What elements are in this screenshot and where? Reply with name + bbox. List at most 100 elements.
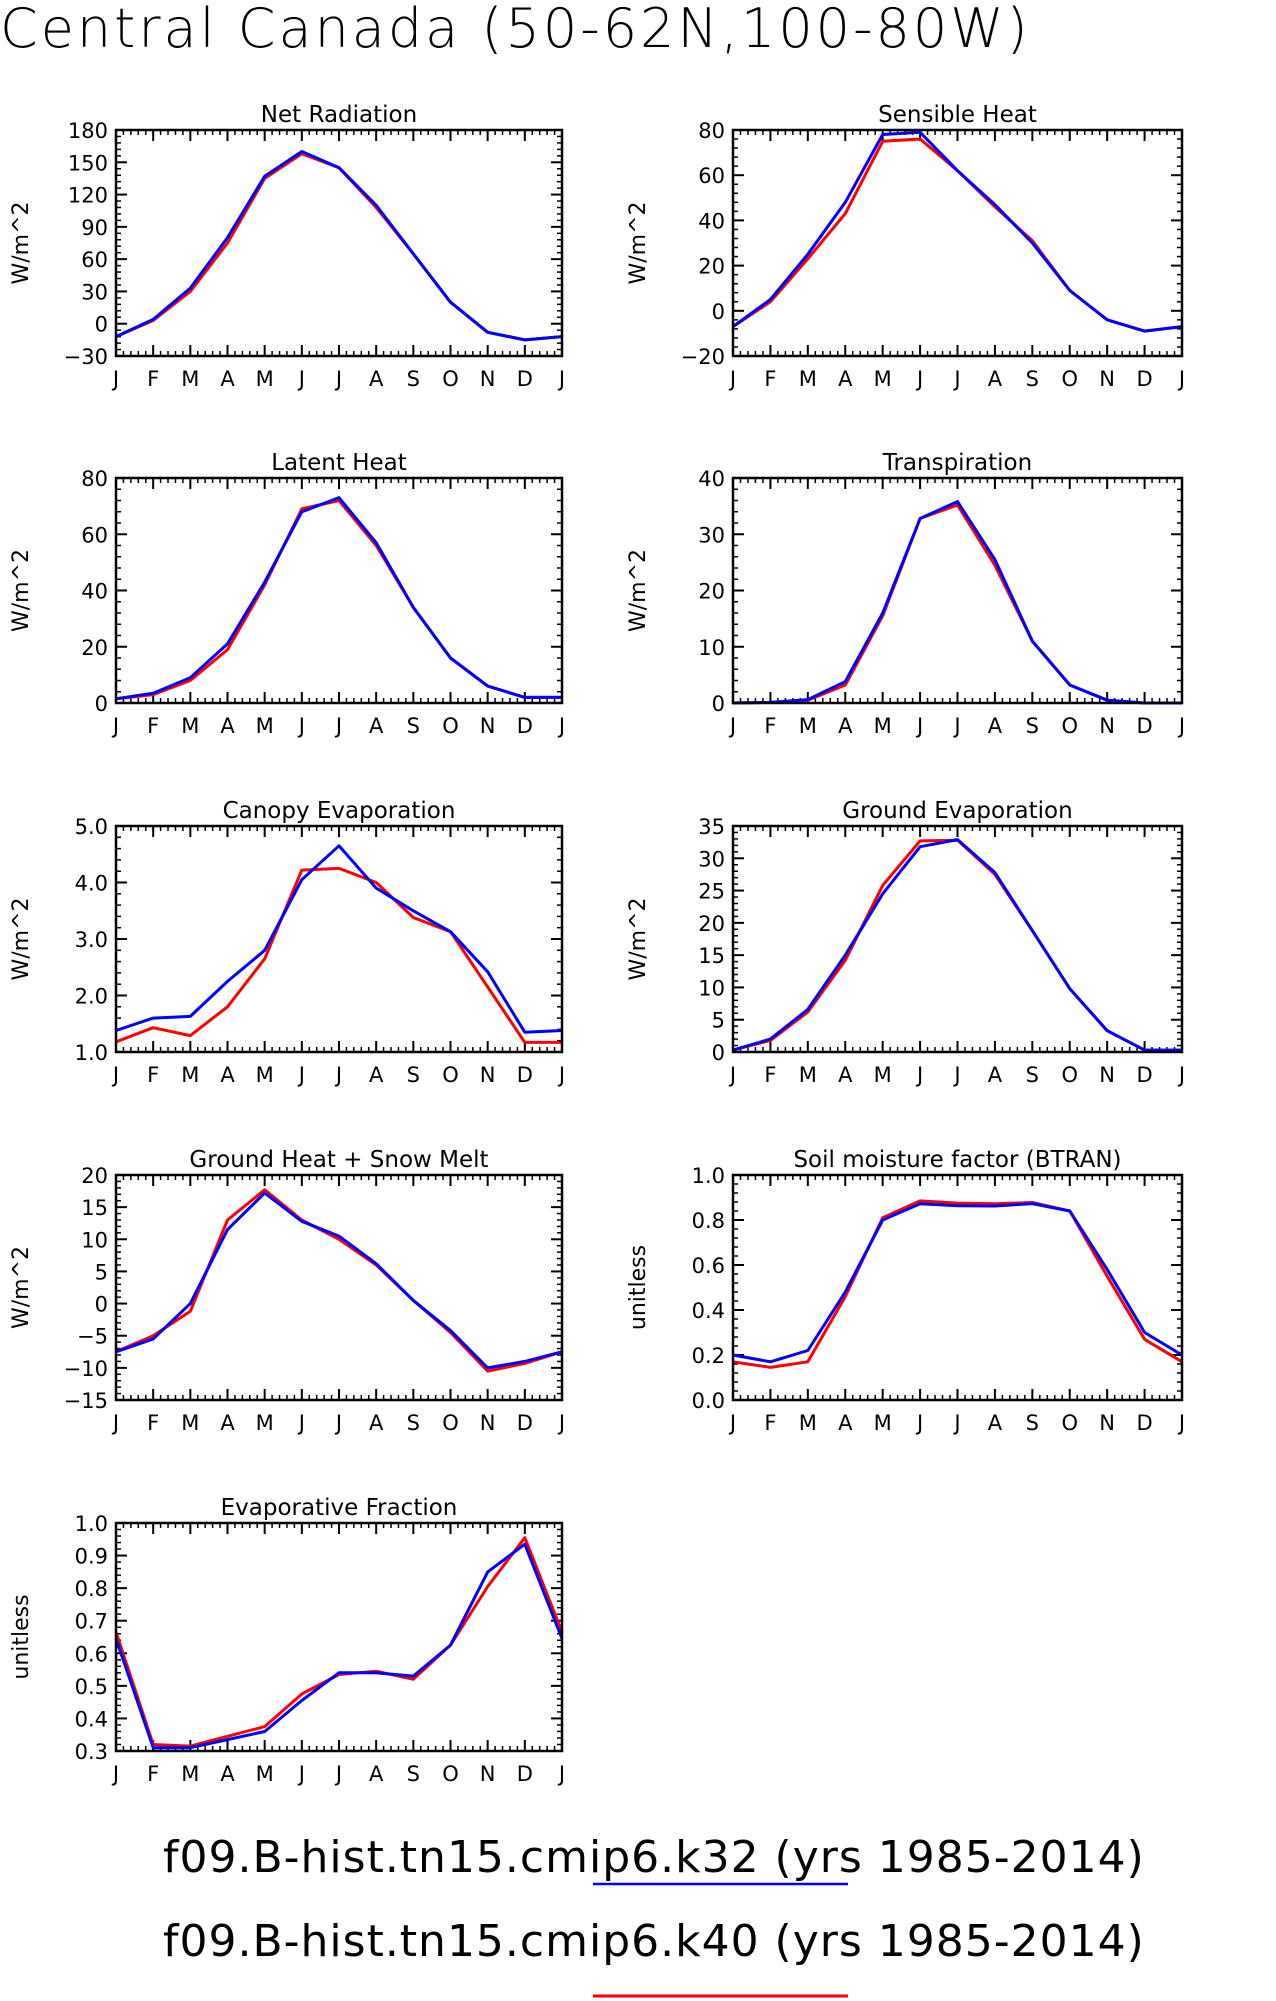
x-tick-label: N	[1099, 1411, 1115, 1435]
y-axis-label: W/m^2	[9, 549, 34, 632]
x-tick-label: J	[952, 1063, 960, 1087]
y-tick-label: 20	[81, 636, 108, 660]
y-tick-label: 0.4	[75, 1707, 108, 1731]
y-axis-label: W/m^2	[9, 897, 34, 980]
x-tick-label: J	[557, 714, 565, 738]
y-tick-label: 1.0	[75, 1512, 108, 1536]
y-tick-label: 3.0	[75, 928, 108, 952]
plot-frame	[731, 128, 1184, 358]
x-tick-label: J	[557, 1063, 565, 1087]
y-tick-label: 1.0	[75, 1041, 108, 1065]
y-tick-label: 15	[698, 944, 725, 968]
x-tick-label: J	[915, 1411, 923, 1435]
series-line-k40-red	[115, 499, 562, 701]
x-tick-label: D	[1136, 367, 1152, 391]
x-tick-label: O	[1061, 1063, 1078, 1087]
y-tick-label: 60	[698, 164, 725, 188]
x-tick-label: S	[1026, 714, 1039, 738]
x-tick-label: A	[369, 367, 384, 391]
x-tick-label: D	[1136, 1063, 1152, 1087]
legend-label-k32: f09.B-hist.tn15.cmip6.k32 (yrs 1985-2014…	[163, 1832, 1145, 1883]
x-tick-label: M	[256, 714, 274, 738]
panel-title: Latent Heat	[271, 450, 407, 476]
plot-frame	[731, 824, 1184, 1054]
y-tick-label: 10	[698, 976, 725, 1000]
series-line-k40-red	[115, 866, 562, 1044]
x-tick-label: D	[1136, 1411, 1152, 1435]
x-tick-label: A	[369, 1063, 384, 1087]
x-tick-label: M	[874, 1063, 892, 1087]
x-tick-label: O	[442, 1411, 459, 1435]
x-tick-label: J	[111, 367, 119, 391]
plot-frame	[731, 476, 1184, 705]
x-tick-label: J	[334, 714, 342, 738]
x-tick-label: J	[728, 714, 736, 738]
y-tick-label: −20	[681, 345, 725, 369]
plot-frame	[114, 128, 564, 358]
x-tick-label: J	[1177, 367, 1185, 391]
x-tick-label: J	[297, 367, 305, 391]
y-axis-label: unitless	[9, 1594, 34, 1679]
x-tick-label: S	[407, 1411, 420, 1435]
x-tick-label: D	[517, 367, 533, 391]
x-tick-label: F	[147, 1063, 159, 1087]
x-tick-label: O	[1061, 714, 1078, 738]
x-tick-label: D	[517, 1762, 533, 1786]
x-tick-label: J	[297, 1762, 305, 1786]
x-tick-label: N	[1099, 367, 1115, 391]
x-tick-label: S	[407, 1762, 420, 1786]
x-tick-label: M	[799, 367, 817, 391]
x-tick-label: J	[557, 1411, 565, 1435]
plot-frame	[114, 1521, 564, 1753]
x-tick-label: J	[334, 1063, 342, 1087]
y-axis-label: unitless	[626, 1245, 651, 1330]
x-tick-label: M	[256, 1762, 274, 1786]
x-tick-label: A	[838, 1063, 853, 1087]
x-tick-label: M	[181, 1762, 199, 1786]
x-tick-label: J	[952, 714, 960, 738]
series-line-k32-blue	[732, 500, 1182, 705]
series-line-k40-red	[115, 152, 563, 342]
x-tick-label: A	[988, 1411, 1003, 1435]
plot-frame	[114, 476, 564, 705]
y-tick-label: 0.6	[75, 1642, 108, 1666]
series-line-k40-red	[114, 1536, 564, 1748]
x-tick-label: M	[256, 1411, 274, 1435]
y-tick-label: 1.0	[692, 1164, 725, 1188]
x-tick-label: J	[1177, 1063, 1185, 1087]
panel-title: Ground Heat + Snow Melt	[189, 1147, 488, 1173]
x-tick-label: S	[1026, 1411, 1039, 1435]
x-tick-label: F	[764, 1063, 776, 1087]
x-tick-label: J	[334, 367, 342, 391]
x-tick-label: F	[147, 1411, 159, 1435]
series-line-k32-blue	[732, 838, 1182, 1052]
x-tick-label: J	[111, 1762, 119, 1786]
x-tick-label: M	[874, 1411, 892, 1435]
y-tick-label: 40	[698, 209, 725, 233]
x-tick-label: S	[1026, 367, 1039, 391]
x-tick-label: A	[220, 714, 235, 738]
panel-title: Soil moisture factor (BTRAN)	[793, 1147, 1121, 1173]
y-tick-label: 30	[698, 847, 725, 871]
x-tick-label: A	[838, 1411, 853, 1435]
x-tick-label: D	[517, 714, 533, 738]
series-line-k40-red	[732, 137, 1183, 333]
x-tick-label: A	[369, 1762, 384, 1786]
x-tick-label: A	[838, 367, 853, 391]
y-tick-label: 5	[95, 1260, 108, 1284]
x-tick-label: F	[764, 367, 776, 391]
x-tick-label: J	[334, 1762, 342, 1786]
panel-title: Net Radiation	[261, 102, 417, 128]
y-tick-label: 0	[95, 1293, 108, 1317]
y-tick-label: 0	[712, 1041, 725, 1065]
series-line-k40-red	[732, 503, 1182, 705]
x-tick-label: J	[728, 367, 736, 391]
x-tick-label: M	[874, 714, 892, 738]
y-tick-label: 0	[712, 692, 725, 716]
x-tick-label: F	[147, 1762, 159, 1786]
y-tick-label: 80	[698, 119, 725, 143]
y-axis-label: W/m^2	[9, 1246, 34, 1329]
y-tick-label: 0.4	[692, 1299, 725, 1323]
